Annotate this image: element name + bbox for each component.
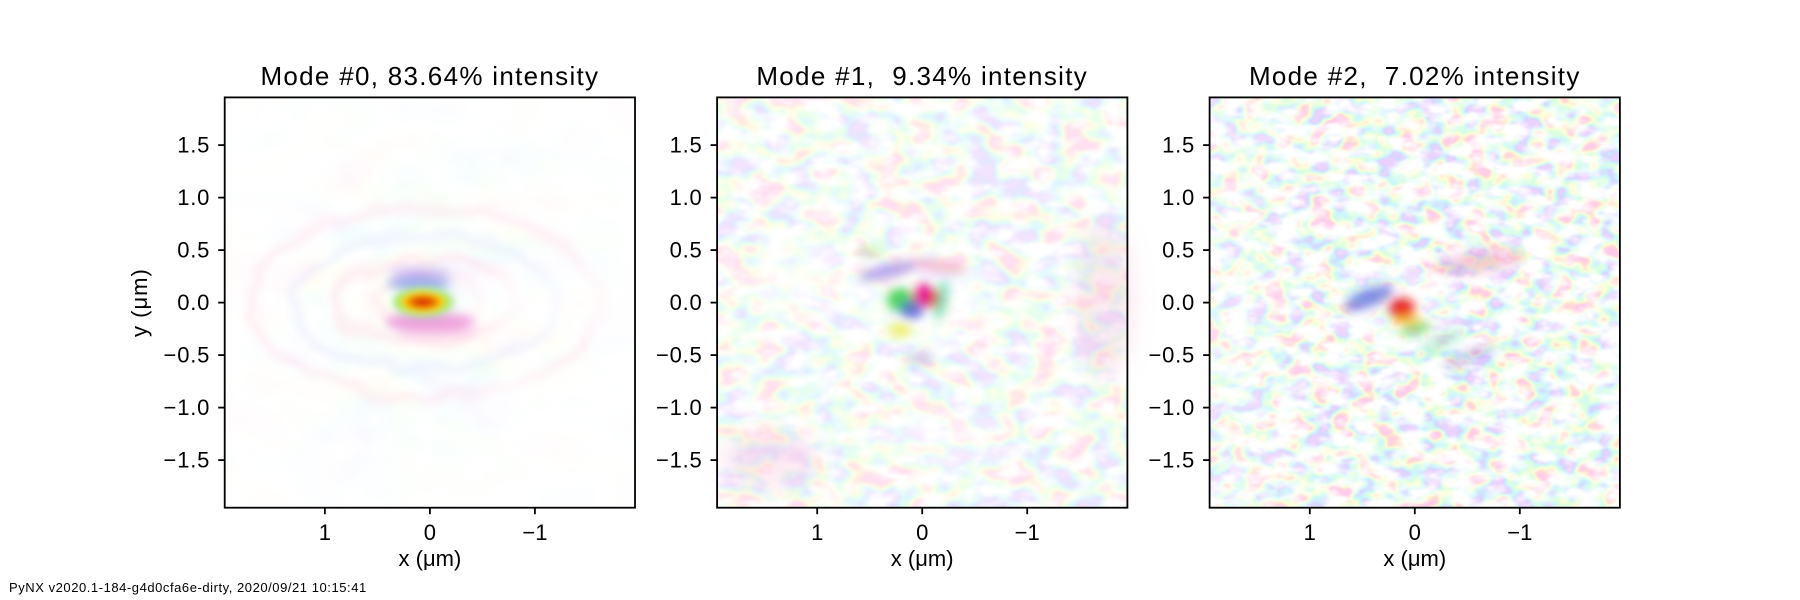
svg-text:−1.5: −1.5 <box>164 447 211 472</box>
svg-text:0: 0 <box>916 520 928 545</box>
svg-text:1.0: 1.0 <box>177 185 210 210</box>
svg-text:−1.5: −1.5 <box>1148 447 1195 472</box>
svg-text:0.0: 0.0 <box>177 290 210 315</box>
svg-text:Mode #1, 9.34% intensity: Mode #1, 9.34% intensity <box>756 61 1088 91</box>
svg-text:1.5: 1.5 <box>177 132 210 157</box>
svg-text:−1.5: −1.5 <box>656 447 703 472</box>
svg-text:−0.5: −0.5 <box>1148 342 1195 367</box>
svg-text:−0.5: −0.5 <box>164 342 211 367</box>
svg-text:0.0: 0.0 <box>1162 290 1195 315</box>
svg-text:−1.0: −1.0 <box>164 395 211 420</box>
svg-text:x (μm): x (μm) <box>891 546 954 571</box>
svg-text:−1.0: −1.0 <box>1148 395 1195 420</box>
svg-text:−1.0: −1.0 <box>656 395 703 420</box>
svg-text:x (μm): x (μm) <box>399 546 462 571</box>
svg-text:1.5: 1.5 <box>670 132 703 157</box>
svg-text:1: 1 <box>811 520 823 545</box>
svg-text:Mode #0, 83.64% intensity: Mode #0, 83.64% intensity <box>260 61 599 91</box>
svg-text:0.5: 0.5 <box>177 237 210 262</box>
svg-text:−1: −1 <box>1015 520 1040 545</box>
svg-text:0: 0 <box>1409 520 1421 545</box>
svg-text:−0.5: −0.5 <box>656 342 703 367</box>
svg-text:y (μm): y (μm) <box>127 268 152 337</box>
svg-text:−1: −1 <box>522 520 547 545</box>
svg-text:1: 1 <box>1304 520 1316 545</box>
svg-text:−1: −1 <box>1507 520 1532 545</box>
svg-text:x (μm): x (μm) <box>1383 546 1446 571</box>
svg-text:0.5: 0.5 <box>1162 237 1195 262</box>
svg-text:PyNX v2020.1-184-g4d0cfa6e-dir: PyNX v2020.1-184-g4d0cfa6e-dirty, 2020/0… <box>9 580 367 595</box>
svg-text:1.0: 1.0 <box>670 185 703 210</box>
svg-text:0.0: 0.0 <box>670 290 703 315</box>
svg-text:0.5: 0.5 <box>670 237 703 262</box>
svg-text:1.0: 1.0 <box>1162 185 1195 210</box>
svg-text:Mode #2, 7.02% intensity: Mode #2, 7.02% intensity <box>1249 61 1581 91</box>
svg-text:1: 1 <box>319 520 331 545</box>
svg-text:1.5: 1.5 <box>1162 132 1195 157</box>
svg-text:0: 0 <box>424 520 436 545</box>
